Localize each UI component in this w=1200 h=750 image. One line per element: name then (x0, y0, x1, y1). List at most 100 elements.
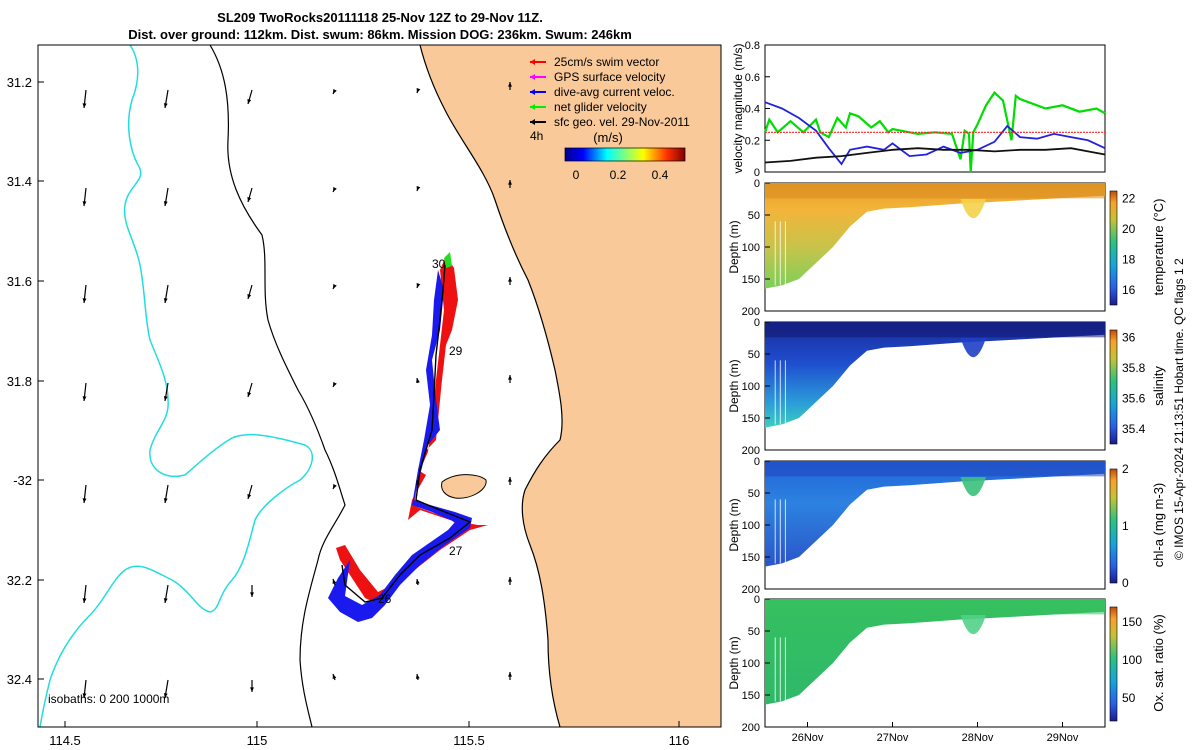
velocity-ylabel: velocity magnitude (m/s) (731, 43, 745, 173)
colorbar-tick-label: 150 (1122, 615, 1142, 629)
colorbar-tick-label: 2 (1122, 462, 1129, 476)
copyright-note: © IMOS 15-Apr-2024 21:13:51 Hobart time.… (1172, 258, 1186, 560)
sfc-velocity-arrowhead (250, 592, 254, 597)
coastline (419, 45, 563, 727)
section-surface-layer (765, 322, 1105, 338)
surface-velocity-arrows (82, 82, 512, 699)
sfc-velocity-arrowhead (415, 480, 420, 485)
isobaths-label: isobaths: 0 200 1000m (48, 692, 169, 706)
legend-label: sfc geo. vel. 29-Nov-2011 (554, 115, 690, 129)
sfc-velocity-arrowhead (416, 283, 421, 288)
sfc-velocity-arrowhead (163, 298, 168, 303)
section-xtick-label: 28Nov (962, 732, 994, 744)
sfc-velocity-arrowhead (508, 577, 512, 582)
colorbar-tick-label: 0 (1122, 576, 1129, 590)
section-colorbar (1109, 190, 1118, 306)
section-field (765, 461, 1105, 567)
sfc-velocity-arrowhead (163, 201, 168, 206)
colorbar-unit: (m/s) (593, 130, 623, 145)
sfc-velocity-arrowhead (247, 392, 252, 397)
colorbar-tick-label: 20 (1122, 222, 1136, 236)
day-label-27: 27 (449, 544, 463, 558)
sfc-velocity-arrowhead (82, 598, 87, 603)
figure-title-line1: SL209 TwoRocks20111118 25-Nov 12Z to 29-… (217, 10, 543, 25)
legend-arrowhead (530, 59, 535, 65)
day-label-29: 29 (449, 344, 463, 358)
section-xtick-label: 26Nov (792, 732, 824, 744)
section-ytick-label: 100 (742, 381, 760, 393)
section-feature (960, 338, 986, 358)
sfc-velocity-arrowhead (82, 298, 87, 303)
map-lat-label: -32 (13, 473, 32, 488)
section-colorbar (1109, 606, 1118, 722)
section-ytick-label: 0 (754, 178, 760, 190)
section-ytick-label: 150 (742, 690, 760, 702)
colorbar-label: Ox. sat. ratio (%) (1151, 614, 1166, 712)
section-ylabel: Depth (m) (727, 220, 741, 273)
time-tag: 4h (530, 129, 543, 143)
sfc-velocity-arrowhead (416, 88, 421, 93)
current-vectors (328, 270, 472, 622)
velocity-ytick-label: 0.2 (745, 135, 760, 147)
colorbar-tick-label: 22 (1122, 192, 1136, 206)
isobath-200m (209, 45, 346, 727)
sfc-velocity-arrowhead (163, 693, 168, 698)
map-frame (37, 44, 722, 728)
colorbar-tick: 0.2 (610, 168, 627, 182)
day-label-26: 26 (378, 592, 392, 606)
velocity-series-line (764, 101, 1106, 166)
legend-label: dive-avg current veloc. (554, 85, 675, 99)
sfc-velocity-arrowhead (508, 672, 512, 677)
section-ytick-label: 150 (742, 552, 760, 564)
section-ytick-label: 50 (748, 210, 760, 222)
isobath-1000m (39, 45, 314, 727)
section-field (765, 183, 1105, 289)
sfc-velocity-arrowhead (82, 103, 87, 108)
section-ylabel: Depth (m) (727, 636, 741, 689)
section-ytick-label: 50 (748, 488, 760, 500)
section-ytick-label: 50 (748, 349, 760, 361)
sfc-velocity-arrowhead (415, 674, 420, 679)
section-ytick-label: 150 (742, 274, 760, 286)
legend-label: net glider velocity (554, 100, 647, 114)
section-ytick-label: 200 (742, 722, 760, 734)
sfc-velocity-arrowhead (508, 277, 512, 282)
colorbar-tick-label: 18 (1122, 252, 1136, 266)
map-lat-label: 31.6 (7, 274, 32, 289)
map-lon-label: 114.5 (49, 733, 81, 748)
colorbar-tick-label: 16 (1122, 283, 1136, 297)
sfc-velocity-arrowhead (163, 598, 168, 603)
section-ytick-label: 0 (754, 317, 760, 329)
velocity-axes (764, 44, 1106, 173)
sfc-velocity-arrowhead (508, 375, 512, 380)
glider-track (341, 264, 472, 603)
sfc-velocity-arrowhead (163, 103, 168, 108)
section-feature (960, 477, 986, 497)
section-ytick-label: 200 (742, 584, 760, 596)
map-axis-ticks: 114.5 115 115.5 116 31.2 31.4 31.6 31.8 -32 32.2 3… (7, 75, 690, 748)
colorbar-tick: 0 (573, 168, 580, 182)
section-ytick-label: 100 (742, 520, 760, 532)
velocity-ytick-label: 0.8 (745, 40, 760, 52)
velocity-series-line (763, 90, 1106, 173)
land-area (420, 45, 721, 727)
section-ytick-label: 200 (742, 445, 760, 457)
sfc-velocity-arrowhead (332, 674, 337, 679)
section-ytick-label: 0 (754, 456, 760, 468)
sfc-velocity-arrowhead (247, 294, 252, 299)
colorbar-tick-label: 36 (1122, 331, 1136, 345)
colorbar-tick: 0.4 (652, 168, 669, 182)
velocity-ytick-label: 0.4 (745, 104, 760, 116)
island (441, 474, 487, 499)
section-colorbar (1109, 329, 1118, 445)
section-ylabel: Depth (m) (727, 359, 741, 412)
section-field (765, 599, 1105, 705)
legend-label: 25cm/s swim vector (554, 55, 659, 69)
sfc-velocity-arrowhead (333, 187, 337, 192)
sfc-velocity-arrowhead (82, 693, 87, 698)
section-ytick-label: 0 (754, 594, 760, 606)
sfc-velocity-arrowhead (82, 201, 87, 206)
section-ytick-label: 100 (742, 242, 760, 254)
legend-arrowhead (530, 89, 535, 95)
